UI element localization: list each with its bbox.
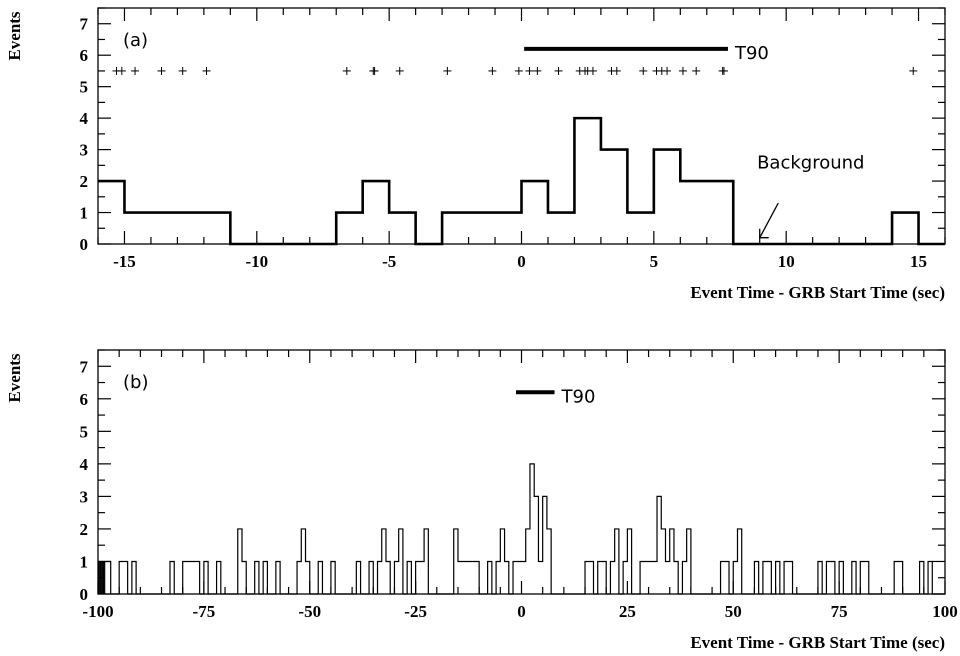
event-marker xyxy=(370,66,379,75)
panel-a-t90-label: T90 xyxy=(734,43,769,64)
x-tick-label: -50 xyxy=(298,602,321,621)
panel-b-label: (b) xyxy=(123,372,148,393)
y-tick-label: 3 xyxy=(80,487,89,506)
arrow-shaft xyxy=(759,202,779,239)
event-marker xyxy=(678,66,687,75)
x-tick-label: 0 xyxy=(517,252,526,271)
y-tick-label: 0 xyxy=(80,585,89,604)
panel-a-background-arrow xyxy=(759,202,779,239)
event-marker xyxy=(178,66,187,75)
panel-b: 0 1 2 3 4 5 6 7 -100 -75 -50 -25 0 25 50 75 100 T90 (b)… xyxy=(5,349,958,652)
event-marker xyxy=(157,66,166,75)
y-tick-label: 5 xyxy=(80,78,89,97)
x-tick-label: -5 xyxy=(382,252,396,271)
panel-b-histogram xyxy=(98,463,945,595)
x-tick-label: 100 xyxy=(932,602,958,621)
panel-b-t90-label: T90 xyxy=(561,386,596,407)
x-tick-label: 5 xyxy=(650,252,659,271)
event-marker xyxy=(202,66,211,75)
y-tick-label: 5 xyxy=(80,422,89,441)
event-marker xyxy=(533,66,542,75)
event-marker xyxy=(554,66,563,75)
panel-a-x-axis-label: Event Time - GRB Start Time (sec) xyxy=(690,283,945,302)
y-tick-label: 1 xyxy=(80,552,89,571)
y-tick-label: 1 xyxy=(80,204,89,223)
event-marker xyxy=(692,66,701,75)
event-marker xyxy=(131,66,140,75)
event-marker xyxy=(612,66,621,75)
y-tick-label: 7 xyxy=(80,357,89,376)
panel-b-y-tick-labels: 0 1 2 3 4 5 6 7 xyxy=(80,357,89,604)
x-tick-label: 15 xyxy=(910,252,927,271)
event-marker xyxy=(525,66,534,75)
x-tick-label: 0 xyxy=(517,602,526,621)
x-tick-label: 10 xyxy=(778,252,795,271)
panel-a-histogram xyxy=(98,116,945,246)
panel-b-rug-ticks xyxy=(98,561,106,594)
panel-b-x-axis-label: Event Time - GRB Start Time (sec) xyxy=(690,633,945,652)
event-marker xyxy=(588,66,597,75)
panel-a-y-tick-labels: 0 1 2 3 4 5 6 7 xyxy=(80,15,89,254)
event-marker xyxy=(395,66,404,75)
panel-a-background-label: Background xyxy=(757,152,864,173)
event-marker xyxy=(663,66,672,75)
y-tick-label: 7 xyxy=(80,15,89,34)
x-tick-label: -15 xyxy=(113,252,136,271)
panel-a-y-axis-label: Events xyxy=(5,11,24,61)
y-tick-label: 6 xyxy=(80,390,89,409)
panel-b-y-axis-label: Events xyxy=(5,353,24,403)
x-tick-label: -75 xyxy=(193,602,216,621)
event-marker xyxy=(639,66,648,75)
x-tick-label: -25 xyxy=(404,602,427,621)
y-tick-label: 2 xyxy=(80,172,89,191)
event-marker xyxy=(443,66,452,75)
x-tick-label: -10 xyxy=(245,252,268,271)
x-tick-label: -100 xyxy=(82,602,113,621)
y-tick-label: 4 xyxy=(80,109,89,128)
y-tick-label: 3 xyxy=(80,141,89,160)
y-tick-label: 4 xyxy=(80,455,89,474)
panel-b-ticks xyxy=(97,349,946,595)
panel-a-label: (a) xyxy=(123,30,148,51)
arrow-head xyxy=(759,228,769,239)
panel-a: 0 1 2 3 4 5 6 7 -15 -10 -5 0 5 10 15 T90 (a) Backgrou… xyxy=(5,7,946,302)
x-tick-label: 50 xyxy=(725,602,742,621)
y-tick-label: 2 xyxy=(80,520,89,539)
event-marker xyxy=(488,66,497,75)
y-tick-label: 0 xyxy=(80,235,89,254)
event-marker xyxy=(117,66,126,75)
event-marker xyxy=(719,66,728,75)
x-tick-label: 75 xyxy=(831,602,848,621)
x-tick-label: 25 xyxy=(619,602,636,621)
event-marker xyxy=(342,66,351,75)
y-tick-label: 6 xyxy=(80,46,89,65)
panel-a-x-tick-labels: -15 -10 -5 0 5 10 15 xyxy=(113,252,927,271)
panel-b-frame xyxy=(97,349,946,595)
panel-a-event-markers xyxy=(112,66,918,75)
event-marker xyxy=(909,66,918,75)
event-marker xyxy=(514,66,523,75)
panel-a-ticks xyxy=(97,7,946,245)
panel-b-x-tick-labels: -100 -75 -50 -25 0 25 50 75 100 xyxy=(82,602,957,621)
